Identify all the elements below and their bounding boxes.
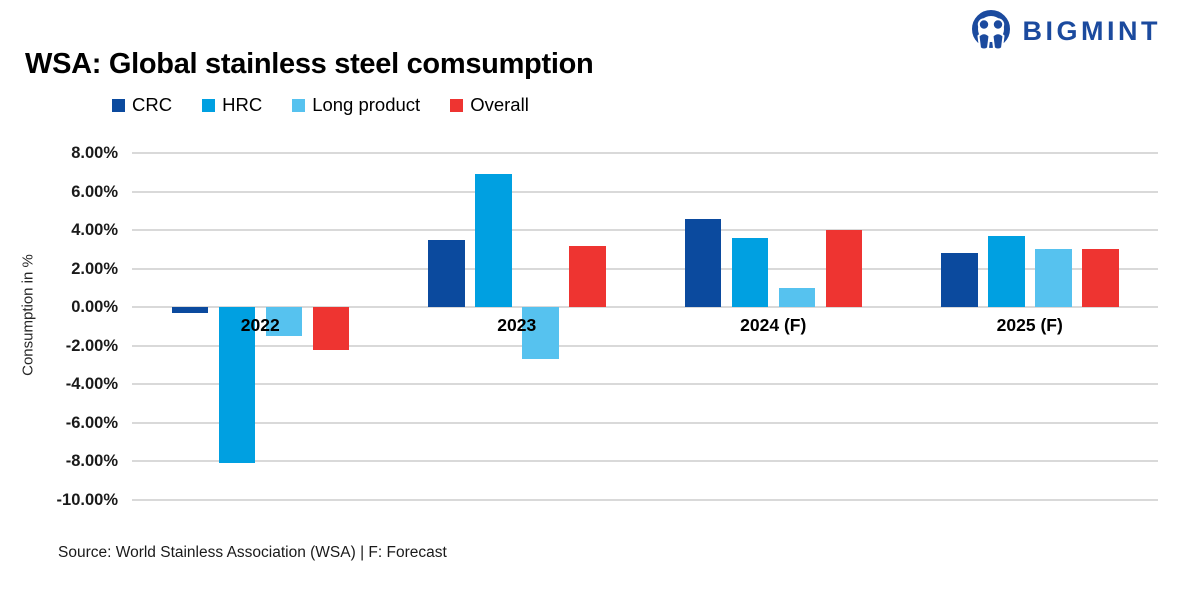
legend-swatch-hrc bbox=[202, 98, 216, 112]
bar-hrc-2025-f bbox=[988, 235, 1025, 308]
bar-crc-2022 bbox=[171, 307, 208, 313]
legend-item-crc: CRC bbox=[112, 94, 172, 116]
bar-crc-2023 bbox=[428, 239, 465, 308]
bar-crc-2025-f bbox=[941, 253, 978, 308]
legend-item-long-product: Long product bbox=[292, 94, 420, 116]
bar-hrc-2024-f bbox=[731, 237, 768, 308]
chart-legend: CRC HRC Long product Overall bbox=[112, 94, 529, 116]
chart-title: WSA: Global stainless steel comsumption bbox=[25, 48, 594, 80]
gridline--4 bbox=[132, 383, 1158, 386]
y-tick-label--2: -2.00% bbox=[65, 336, 118, 355]
y-tick-label--6: -6.00% bbox=[65, 413, 118, 432]
bar-hrc-2023 bbox=[475, 174, 512, 308]
y-tick-label-0: 0.00% bbox=[71, 298, 118, 317]
category-label-2022: 2022 bbox=[240, 315, 280, 336]
gridline-6 bbox=[132, 190, 1158, 193]
source-note: Source: World Stainless Association (WSA… bbox=[58, 544, 447, 561]
gridline--10 bbox=[132, 499, 1158, 501]
y-axis-title: Consumption in % bbox=[19, 254, 37, 376]
bar-overall-2025-f bbox=[1082, 249, 1119, 308]
y-tick-label-8: 8.00% bbox=[71, 144, 118, 162]
bar-long-product-2024-f bbox=[778, 287, 815, 308]
gridline-2 bbox=[132, 267, 1158, 270]
bar-overall-2023 bbox=[569, 245, 606, 308]
bar-hrc-2022 bbox=[218, 307, 255, 464]
category-label-2024-f: 2024 (F) bbox=[740, 315, 807, 336]
y-tick-label-2: 2.00% bbox=[71, 259, 118, 278]
legend-item-overall: Overall bbox=[450, 94, 529, 116]
bar-long-product-2025-f bbox=[1035, 249, 1072, 308]
y-tick-label-6: 6.00% bbox=[71, 182, 118, 201]
legend-label-hrc: HRC bbox=[222, 94, 263, 115]
legend-swatch-overall bbox=[450, 98, 464, 112]
y-tick-label--4: -4.00% bbox=[65, 375, 118, 394]
bar-overall-2024-f bbox=[825, 230, 862, 308]
bar-crc-2024-f bbox=[684, 218, 721, 308]
gridline--8 bbox=[132, 460, 1158, 463]
bigmint-logo: BIGMINT bbox=[968, 8, 1162, 54]
legend-swatch-long-product bbox=[292, 98, 306, 112]
bar-long-product-2023 bbox=[522, 307, 559, 360]
bar-overall-2022 bbox=[312, 307, 349, 350]
legend-swatch-crc bbox=[112, 98, 125, 112]
category-label-2023: 2023 bbox=[497, 315, 537, 336]
gridline--6 bbox=[132, 421, 1158, 424]
y-tick-label-4: 4.00% bbox=[71, 221, 118, 240]
gridline--2 bbox=[132, 344, 1158, 347]
category-label-2025-f: 2025 (F) bbox=[996, 315, 1063, 336]
legend-item-hrc: HRC bbox=[202, 94, 262, 116]
legend-label-overall: Overall bbox=[470, 94, 529, 115]
bigmint-logo-icon bbox=[971, 10, 1010, 51]
legend-label-long-product: Long product bbox=[312, 94, 421, 115]
gridline-4 bbox=[132, 229, 1158, 232]
y-tick-label--10: -10.00% bbox=[56, 491, 118, 509]
bar-long-product-2022 bbox=[265, 307, 302, 337]
y-tick-label--8: -8.00% bbox=[65, 452, 118, 471]
bigmint-logo-text: BIGMINT bbox=[1022, 15, 1161, 46]
gridline-0 bbox=[132, 306, 1158, 309]
legend-label-crc: CRC bbox=[132, 94, 173, 115]
gridline-8 bbox=[132, 152, 1158, 154]
